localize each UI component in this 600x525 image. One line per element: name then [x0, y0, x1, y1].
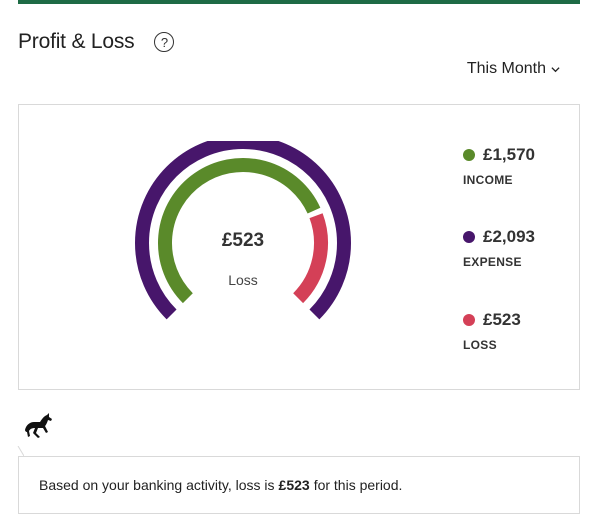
legend-expense: £2,093 EXPENSE — [463, 227, 535, 269]
help-icon[interactable]: ? — [154, 32, 175, 52]
gauge: £523 Loss — [131, 135, 355, 355]
period-dropdown[interactable]: This Month — [467, 60, 560, 78]
income-arc — [158, 158, 321, 304]
loss-arc — [293, 213, 328, 304]
loss-label: LOSS — [463, 338, 497, 352]
title-row: Profit & Loss ? — [18, 30, 175, 54]
expense-label: EXPENSE — [463, 255, 522, 269]
gauge-center-value: £523 — [221, 230, 265, 251]
profit-loss-card: £523 Loss £1,570 INCOME £2,093 EXPENSE £… — [18, 104, 580, 390]
gauge-center-label: Loss — [228, 272, 258, 288]
income-label: INCOME — [463, 173, 513, 187]
summary-prefix: Based on your banking activity, loss is — [39, 477, 275, 493]
income-value: £1,570 — [483, 145, 535, 164]
chevron-down-icon — [551, 66, 560, 72]
income-dot — [463, 149, 475, 161]
top-accent-bar — [18, 0, 580, 4]
legend-loss: £523 LOSS — [463, 310, 521, 352]
black-horse-logo — [25, 413, 52, 438]
expense-dot — [463, 231, 475, 243]
speech-notch — [17, 446, 24, 456]
summary-message: Based on your banking activity, loss is … — [18, 456, 580, 514]
period-label: This Month — [466, 60, 546, 77]
page-title: Profit & Loss — [18, 30, 135, 53]
summary-suffix: for this period. — [313, 477, 403, 493]
expense-arc — [135, 135, 351, 320]
expense-value: £2,093 — [483, 227, 535, 246]
loss-value: £523 — [483, 310, 521, 329]
legend-income: £1,570 INCOME — [463, 145, 535, 187]
loss-dot — [463, 314, 475, 326]
summary-amount: £523 — [278, 477, 310, 493]
